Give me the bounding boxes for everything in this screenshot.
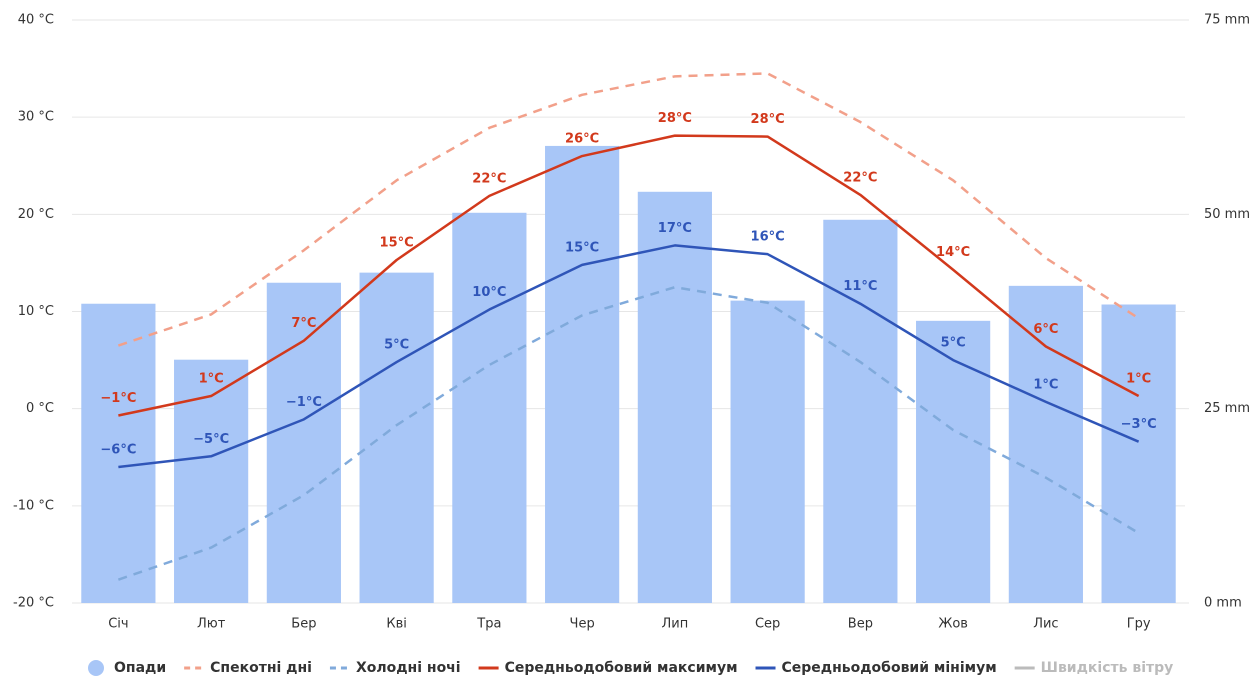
legend-label[interactable]: Холодні ночі: [356, 660, 461, 676]
y2-tick-label: 25 mm: [1204, 401, 1250, 416]
x-tick-label: Жов: [938, 617, 968, 632]
bar: [81, 303, 156, 603]
value-label: −1°C: [100, 391, 136, 406]
legend-label[interactable]: Спекотні дні: [210, 660, 312, 676]
value-label: −6°C: [100, 442, 136, 457]
legend-label[interactable]: Середньодобовий мінімум: [782, 660, 997, 676]
legend-label[interactable]: Опади: [114, 660, 166, 676]
value-label: 1°C: [199, 372, 224, 387]
legend-marker: [88, 660, 104, 676]
y-tick-label: 40 °C: [18, 13, 54, 28]
x-tick-label: Сер: [755, 617, 780, 632]
bar: [1101, 304, 1176, 603]
x-tick-label: Лип: [662, 617, 689, 632]
value-label: 5°C: [941, 336, 966, 351]
y-tick-label: -10 °C: [13, 498, 54, 513]
bar: [916, 320, 991, 603]
bar: [1008, 285, 1083, 603]
x-tick-label: Чер: [570, 617, 595, 632]
y2-tick-label: 50 mm: [1204, 207, 1250, 222]
value-label: 1°C: [1033, 377, 1058, 392]
bar: [730, 300, 805, 603]
bar: [637, 191, 712, 604]
value-label: 14°C: [936, 245, 970, 260]
value-label: 1°C: [1126, 372, 1151, 387]
legend-label[interactable]: Середньодобовий максимум: [505, 660, 738, 676]
x-tick-label: Лют: [197, 617, 226, 632]
value-label: −5°C: [193, 432, 229, 447]
value-label: 28°C: [658, 111, 692, 126]
x-tick-label: Гру: [1127, 617, 1151, 632]
value-label: 16°C: [751, 230, 785, 245]
x-tick-label: Лис: [1033, 617, 1058, 632]
x-tick-label: Бер: [291, 617, 316, 632]
y2-tick-label: 0 mm: [1204, 596, 1242, 611]
bar: [266, 282, 341, 603]
x-tick-label: Кві: [386, 617, 407, 632]
value-label: 22°C: [472, 171, 506, 186]
x-tick-label: Вер: [848, 617, 873, 632]
value-label: 15°C: [565, 240, 599, 255]
y2-tick-label: 75 mm: [1204, 13, 1250, 28]
value-label: 7°C: [291, 316, 316, 331]
y-tick-label: 20 °C: [18, 207, 54, 222]
y-tick-label: -20 °C: [13, 596, 54, 611]
value-label: −3°C: [1121, 417, 1157, 432]
value-label: 22°C: [843, 170, 877, 185]
y-tick-label: 10 °C: [18, 304, 54, 319]
bar: [823, 219, 898, 604]
bar: [359, 272, 434, 603]
y-tick-label: 0 °C: [26, 401, 54, 416]
value-label: 26°C: [565, 132, 599, 147]
line-series: [117, 72, 1140, 347]
bar: [545, 145, 620, 604]
x-tick-label: Січ: [108, 617, 128, 632]
value-label: 28°C: [751, 112, 785, 127]
value-label: −1°C: [286, 395, 322, 410]
value-label: 15°C: [380, 236, 414, 251]
value-label: 6°C: [1033, 322, 1058, 337]
value-label: 5°C: [384, 338, 409, 353]
x-tick-label: Тра: [476, 617, 501, 632]
value-label: 11°C: [843, 279, 877, 294]
y-tick-label: 30 °C: [18, 110, 54, 125]
bar: [452, 212, 527, 603]
line-series: [118, 244, 1140, 469]
line-series: [118, 134, 1140, 417]
value-label: 17°C: [658, 221, 692, 236]
value-label: 10°C: [472, 285, 506, 300]
legend-label[interactable]: Швидкість вітру: [1041, 660, 1174, 676]
